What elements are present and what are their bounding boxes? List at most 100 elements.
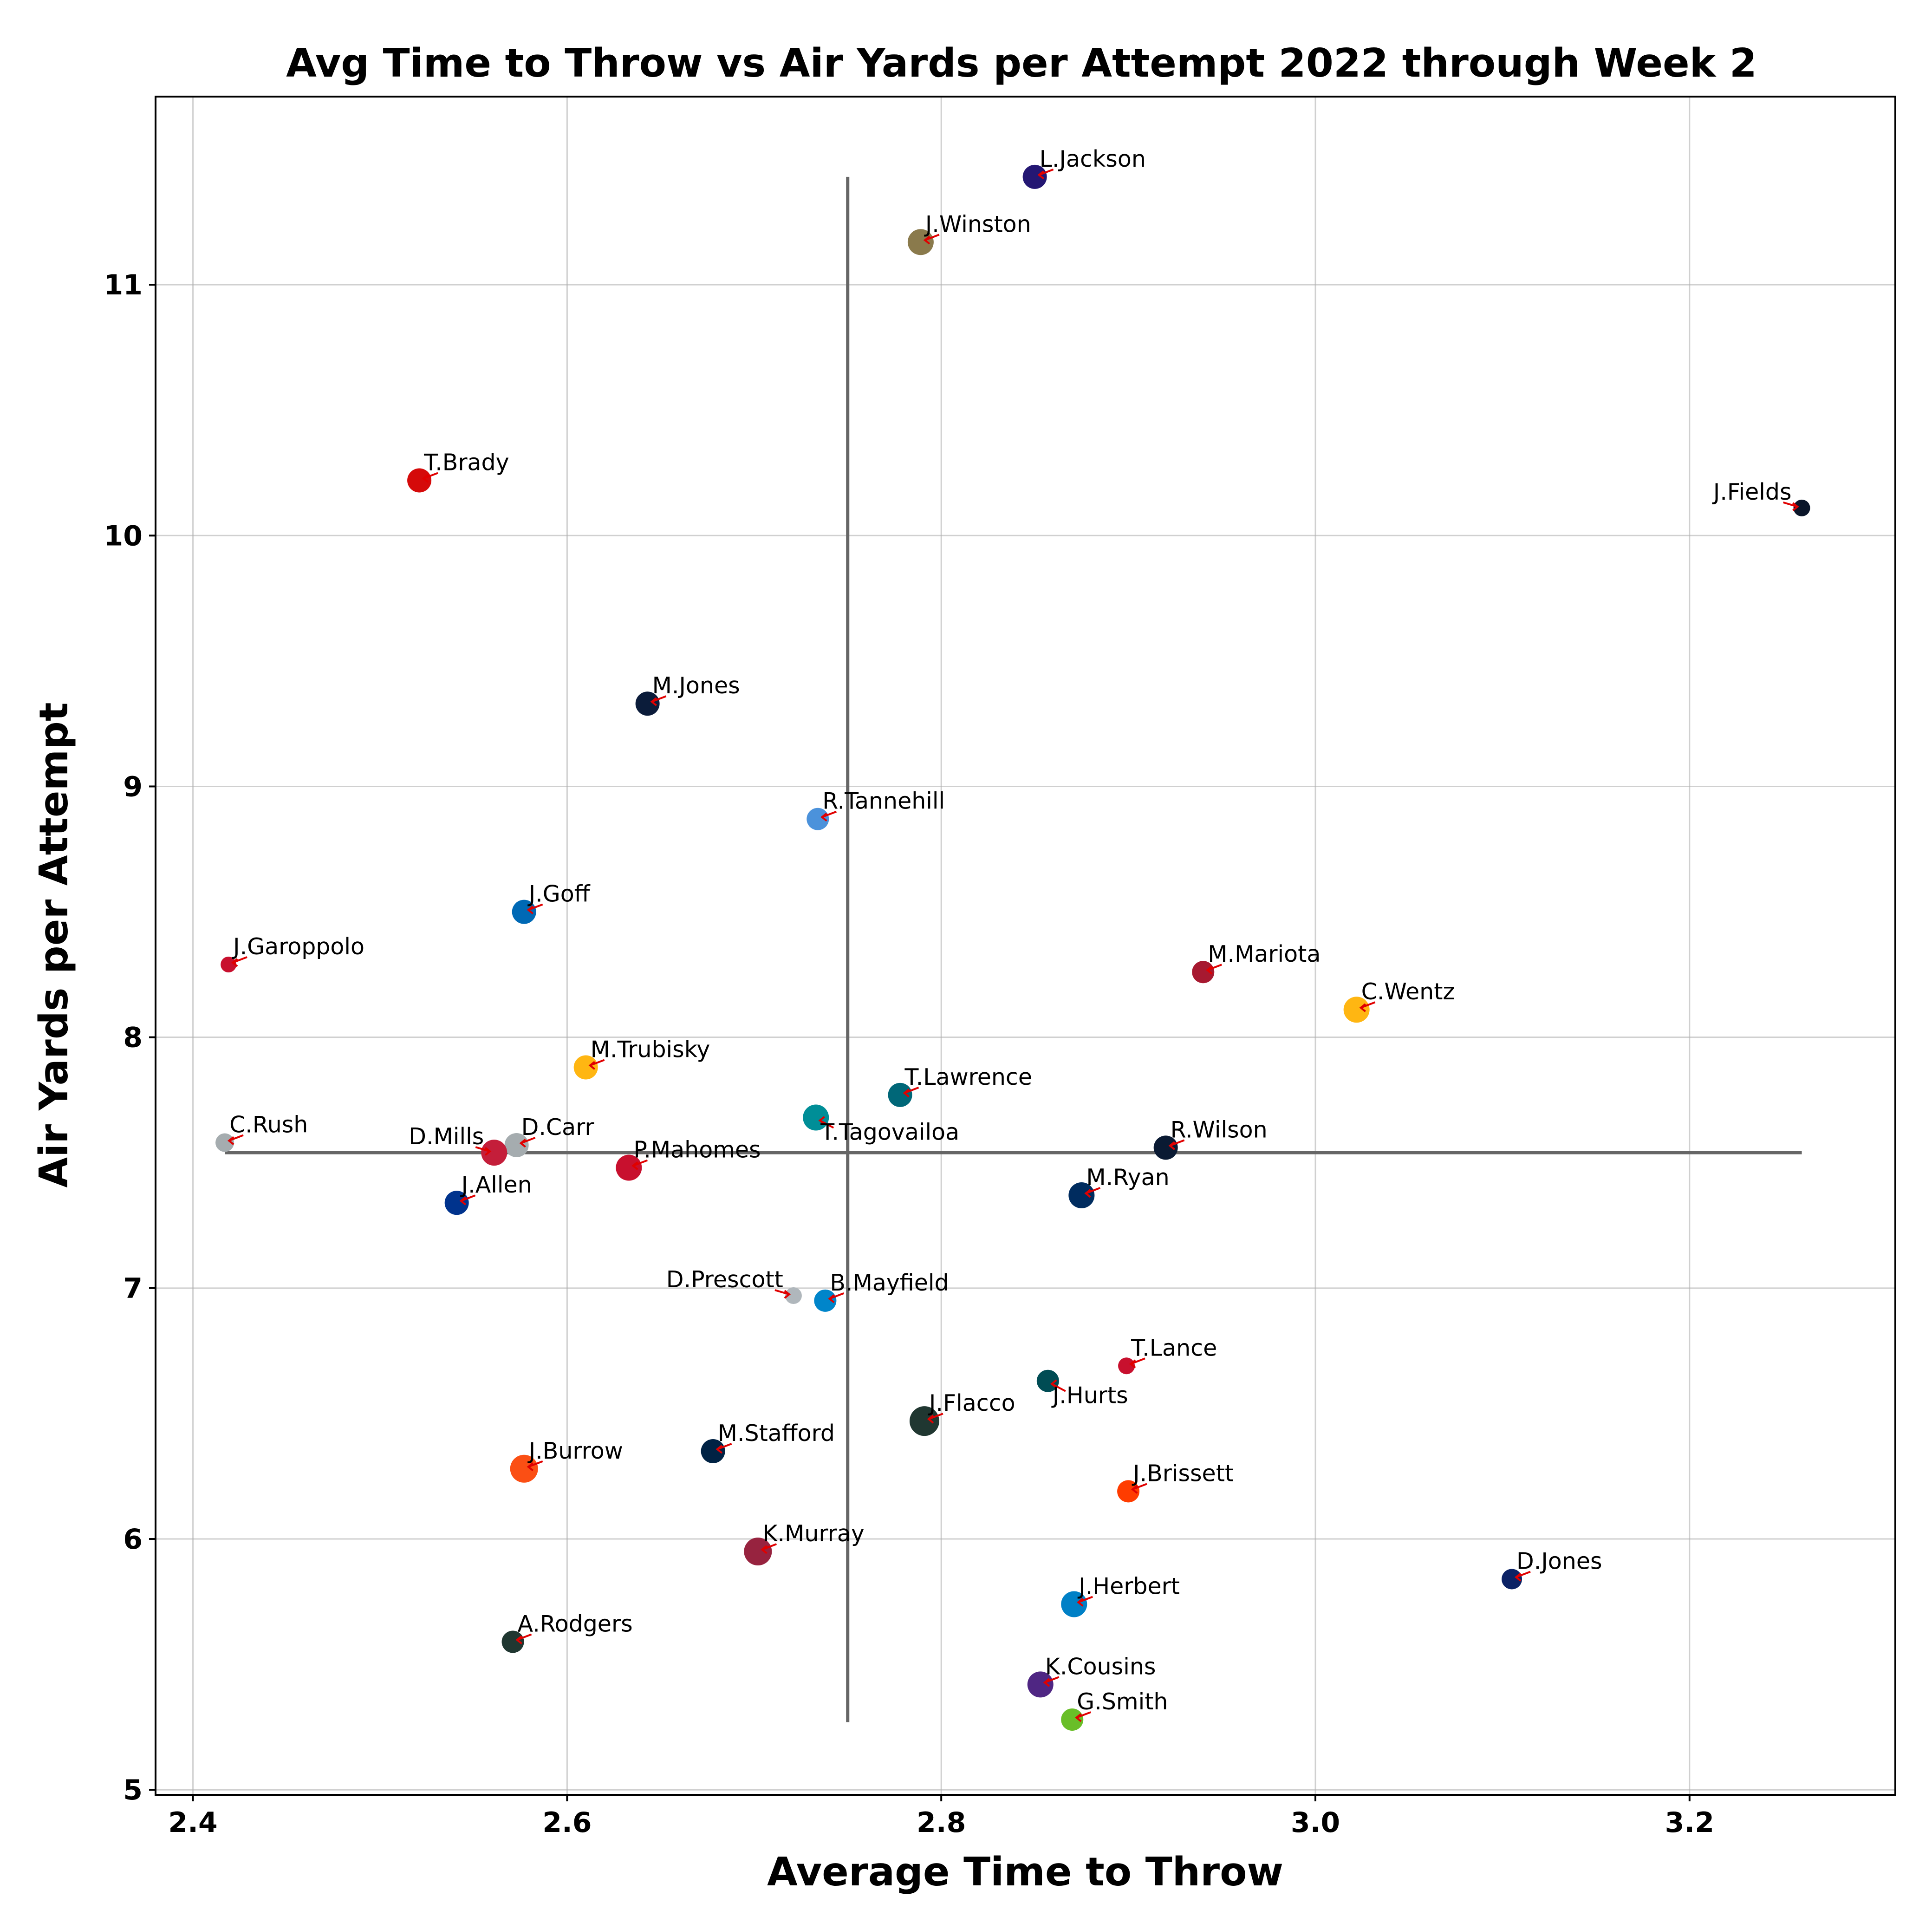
label-a-rodgers: A.Rodgers [518,1610,633,1637]
label-k-murray: K.Murray [762,1520,865,1547]
label-arrowhead-m-ryan [1084,1189,1091,1198]
label-r-wilson: R.Wilson [1171,1116,1268,1143]
point-j-flacco [909,1406,939,1436]
label-j-goff: J.Goff [527,881,591,907]
point-k-cousins [1027,1671,1054,1698]
point-j-garoppolo [221,957,237,973]
label-j-winston: J.Winston [924,211,1031,237]
point-d-mills [481,1140,507,1166]
label-m-trubisky: M.Trubisky [591,1036,710,1063]
point-m-stafford [701,1439,725,1463]
label-m-ryan: M.Ryan [1086,1164,1169,1191]
label-arrowhead-c-wentz [1359,1003,1366,1012]
point-l-jackson [1022,164,1047,189]
x-tick-label: 3.0 [1291,1806,1340,1839]
label-arrowhead-l-jackson [1037,170,1044,180]
label-t-lance: T.Lance [1131,1335,1217,1361]
point-j-winston [907,229,934,255]
label-arrowhead-t-lance [1129,1359,1136,1369]
label-arrowhead-d-jones [1514,1572,1522,1582]
label-arrowhead-r-wilson [1168,1141,1176,1150]
label-arrowhead-t-brady [422,474,429,483]
label-d-prescott: D.Prescott [666,1266,783,1293]
point-m-trubisky [573,1055,598,1080]
point-t-lawrence [888,1082,912,1107]
label-l-jackson: L.Jackson [1040,146,1146,172]
label-arrowhead-g-smith [1075,1713,1082,1722]
label-arrowhead-t-tagovailoa [818,1116,825,1125]
label-arrowhead-j-garoppolo [231,958,238,967]
label-arrowhead-m-trubisky [588,1061,596,1070]
point-j-goff [512,900,536,924]
label-arrowhead-j-herbert [1077,1597,1084,1607]
label-m-stafford: M.Stafford [718,1420,835,1447]
label-j-fields: J.Fields [1712,479,1792,505]
label-d-jones: D.Jones [1516,1548,1602,1574]
label-arrowhead-t-lawrence [903,1089,910,1098]
label-arrowhead-j-burrow [527,1462,534,1472]
label-arrowhead-j-winston [923,235,930,245]
point-d-carr [504,1133,529,1157]
label-j-garoppolo: J.Garoppolo [232,933,364,960]
x-tick-label: 2.4 [168,1806,217,1839]
label-j-flacco: J.Flacco [928,1390,1015,1416]
label-j-herbert: J.Herbert [1077,1573,1180,1599]
label-arrowhead-m-mariota [1206,965,1213,975]
label-arrowhead-m-jones [650,697,657,706]
grid-layer [156,97,1895,1795]
label-r-tannehill: R.Tannehill [822,788,945,815]
point-k-murray [744,1538,772,1566]
x-tick-label: 2.8 [917,1806,966,1839]
label-arrowhead-m-stafford [716,1445,723,1454]
point-t-lance [1118,1357,1135,1375]
point-c-rush [215,1133,234,1152]
point-r-tannehill [807,808,829,830]
label-arrowhead-j-goff [527,905,534,914]
y-axis-label: Air Yards per Attempt [31,702,77,1187]
label-arrow-d-prescott [774,1289,790,1296]
point-j-burrow [510,1454,538,1483]
label-t-lawrence: T.Lawrence [904,1064,1032,1090]
y-tick-label: 9 [123,770,143,803]
label-arrowhead-j-fields [1792,502,1799,511]
label-arrowhead-j-brissett [1131,1485,1138,1494]
y-tick-label: 10 [104,520,143,552]
label-arrowhead-j-allen [459,1196,467,1206]
x-tick-label: 2.6 [542,1806,592,1839]
label-arrowhead-j-flacco [927,1415,934,1424]
point-a-rodgers [501,1630,524,1653]
label-j-brissett: J.Brissett [1132,1460,1234,1486]
plot-frame [155,96,1896,1796]
ticks-layer: 2.4 2.6 2.8 3.0 3.2 5 6 7 8 9 10 11 [104,269,1714,1839]
point-j-herbert [1061,1591,1087,1617]
point-j-allen [444,1191,469,1215]
label-t-tagovailoa: T.Tagovailoa [820,1119,959,1146]
label-c-wentz: C.Wentz [1361,978,1455,1005]
label-arrowhead-k-cousins [1043,1678,1050,1687]
x-tick-label: 3.2 [1665,1806,1714,1839]
label-m-mariota: M.Mariota [1208,941,1321,967]
point-b-mayfield [814,1289,837,1312]
y-tick-label: 11 [104,269,143,301]
y-tick-label: 8 [123,1022,143,1054]
label-arrow-d-mills [475,1146,490,1153]
label-d-mills: D.Mills [409,1123,484,1150]
label-arrowhead-j-hurts [1050,1379,1057,1388]
label-arrowhead-c-rush [227,1136,234,1145]
point-c-wentz [1343,997,1370,1023]
point-j-hurts [1036,1369,1059,1392]
label-arrowhead-p-mahomes [631,1161,638,1170]
point-p-mahomes [616,1154,642,1181]
point-d-jones [1502,1569,1522,1590]
point-j-fields [1793,499,1810,516]
point-d-prescott [785,1287,802,1304]
chart-title: Avg Time to Throw vs Air Yards per Attem… [286,40,1757,86]
label-arrowhead-d-prescott [784,1290,791,1299]
point-labels-layer: L.Jackson J.Winston T.Brady J.Fields M.Jones… [227,146,1799,1722]
label-j-hurts: J.Hurts [1051,1382,1128,1409]
label-d-carr: D.Carr [521,1114,595,1141]
label-b-mayfield: B.Mayfield [830,1270,949,1296]
label-j-allen: J.Allen [460,1172,532,1198]
